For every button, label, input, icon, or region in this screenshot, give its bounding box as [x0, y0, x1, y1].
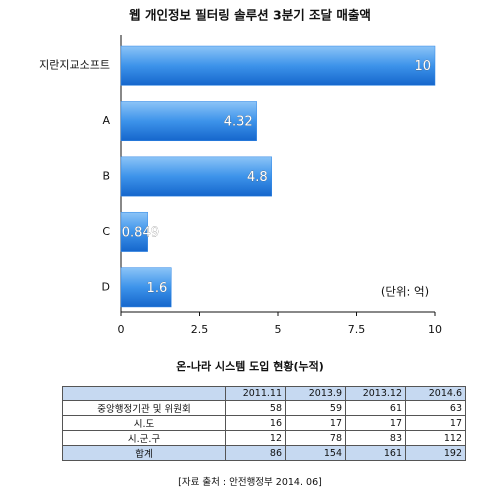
value-label: 4.32 — [224, 115, 253, 130]
cell: 78 — [285, 430, 346, 446]
x-tick-label: 0 — [118, 323, 125, 336]
table-row: 시.군.구 12 78 83 112 — [62, 430, 466, 446]
column-header: 2013.9 — [285, 386, 346, 401]
cell: 63 — [405, 400, 466, 416]
column-header: 2011.11 — [225, 386, 286, 401]
cell: 161 — [345, 445, 406, 461]
row-label: 시.군.구 — [62, 430, 226, 446]
x-tick-label: 7.5 — [348, 323, 366, 336]
cell: 154 — [285, 445, 346, 461]
cell: 192 — [405, 445, 466, 461]
cell: 61 — [345, 400, 406, 416]
row-label: 합계 — [62, 445, 226, 461]
chart-title: 웹 개인정보 필터링 솔루션 3분기 조달 매출액 — [129, 8, 371, 23]
bar — [120, 267, 172, 308]
x-tick-label: 5 — [275, 323, 282, 336]
bar — [120, 45, 436, 86]
value-label: 0.849 — [122, 225, 159, 240]
bar — [120, 211, 148, 252]
cell: 16 — [225, 415, 286, 431]
cell: 17 — [405, 415, 466, 431]
source-note: [자료 출처 : 안전행정부 2014. 06] — [178, 477, 322, 488]
value-label: 4.8 — [247, 170, 268, 185]
bar — [120, 156, 272, 197]
cell: 112 — [405, 430, 466, 446]
row-label: 시.도 — [62, 415, 226, 431]
chart: 웹 개인정보 필터링 솔루션 3분기 조달 매출액 (단위: 억) 0 2.5 5 7… — [39, 8, 442, 337]
bar — [120, 101, 257, 142]
cell: 86 — [225, 445, 286, 461]
cell: 12 — [225, 430, 286, 446]
table-title: 온-나라 시스템 도입 현황(누적) — [176, 360, 324, 373]
table-row: 합계 86 154 161 192 — [62, 445, 466, 461]
y-tick-label: A — [102, 114, 110, 127]
header-row: 2011.11 2013.9 2013.12 2014.6 — [62, 386, 466, 401]
unit-note: (단위: 억) — [381, 285, 429, 299]
column-header: 2013.12 — [345, 386, 406, 401]
cell: 59 — [285, 400, 346, 416]
value-label: 10 — [414, 59, 431, 74]
row-label: 중앙행정기관 및 위원회 — [62, 400, 226, 416]
y-tick-label: 지란지교소프트 — [39, 59, 110, 72]
cell: 58 — [225, 400, 286, 416]
x-tick-label: 2.5 — [191, 323, 209, 336]
y-tick-label: B — [102, 170, 110, 183]
x-tick-label: 10 — [428, 323, 442, 336]
cell: 17 — [285, 415, 346, 431]
value-label: 1.6 — [147, 281, 168, 296]
y-tick-label: C — [102, 225, 110, 238]
y-tick-label: D — [102, 280, 110, 293]
cell: 83 — [345, 430, 406, 446]
cell: 17 — [345, 415, 406, 431]
table-row: 중앙행정기관 및 위원회 58 59 61 63 — [62, 400, 466, 416]
data-table: 2011.11 2013.9 2013.12 2014.6 중앙행정기관 및 위원회 5… — [62, 386, 466, 461]
table-row: 시.도 16 17 17 17 — [62, 415, 466, 431]
column-header: 2014.6 — [405, 386, 466, 401]
corner-cell — [62, 386, 226, 401]
